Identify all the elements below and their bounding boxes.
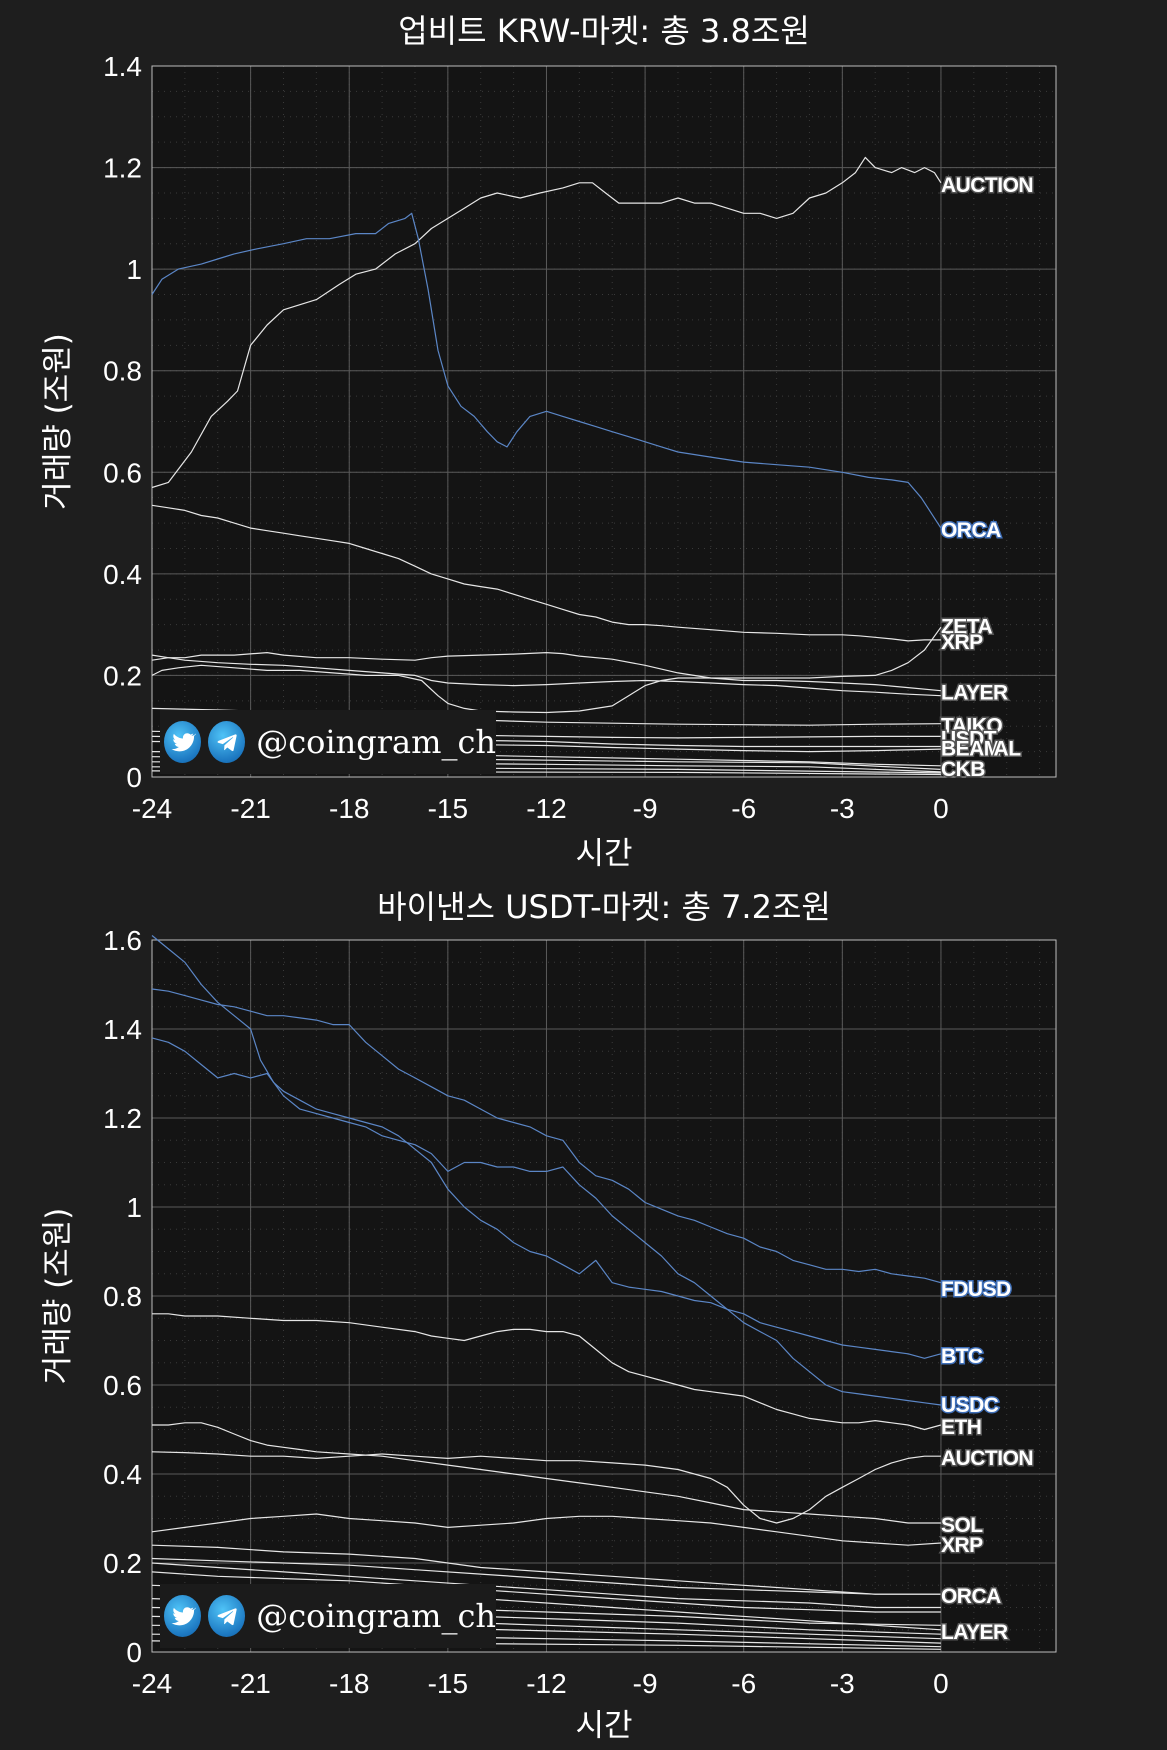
series-line: [151, 652, 941, 692]
x-tick-label: -9: [633, 1668, 658, 1699]
x-tick-label: -24: [132, 793, 172, 824]
series-line: [151, 1451, 941, 1524]
twitter-icon[interactable]: [164, 721, 202, 763]
y-tick-label: 0.6: [103, 457, 142, 488]
twitter-icon[interactable]: [164, 1595, 202, 1637]
chart-title: 바이낸스 USDT-마켓: 총 7.2조원: [377, 888, 831, 926]
series-label: LAYER: [941, 1621, 1008, 1644]
chart-title: 업비트 KRW-마켓: 총 3.8조원: [398, 12, 810, 50]
y-tick-label: 0.6: [103, 1370, 142, 1401]
y-tick-label: 1.4: [103, 1014, 142, 1045]
x-tick-label: -12: [526, 1668, 566, 1699]
watermark-top: @coingram_ch: [160, 710, 496, 774]
series-label: BTC: [941, 1345, 983, 1368]
telegram-icon[interactable]: [208, 721, 246, 763]
watermark-bottom: @coingram_ch: [160, 1584, 496, 1648]
y-tick-label: 0.8: [103, 1281, 142, 1312]
series-label: ZETA: [941, 616, 993, 639]
y-tick-label: 0: [126, 1637, 142, 1668]
series-label: ORCA: [941, 1585, 1001, 1608]
y-tick-label: 0.2: [103, 1548, 142, 1579]
y-tick-label: 0.8: [103, 356, 142, 387]
series-line: [151, 1544, 941, 1595]
y-tick-label: 0.2: [103, 660, 142, 691]
y-tick-label: 1.2: [103, 1103, 142, 1134]
series-line: [151, 626, 942, 714]
series-line: [151, 1557, 941, 1595]
series-label: USDC: [941, 1394, 999, 1417]
y-tick-label: 1.4: [103, 51, 142, 82]
x-tick-label: -3: [830, 793, 855, 824]
series-line: [151, 1562, 941, 1609]
y-tick-label: 0.4: [103, 559, 142, 590]
x-axis-label: 시간: [575, 836, 632, 872]
y-tick-label: 1: [126, 254, 142, 285]
y-tick-label: 0.4: [103, 1459, 142, 1490]
series-label: LAYER: [941, 682, 1008, 705]
x-tick-label: -18: [329, 793, 369, 824]
series-line: [151, 1037, 941, 1406]
watermark-handle[interactable]: @coingram_ch: [256, 723, 496, 761]
series-label: FDUSD: [941, 1278, 1011, 1301]
y-axis-label: 거래량 (조원): [40, 1208, 76, 1385]
upbit-chart-panel: -24 -21 -18 -15 -12 -9 -6 -3 0 0 0.2 0.4 0.6 0.8 1 1.2 1…: [40, 12, 1057, 872]
x-tick-label: 0: [933, 1668, 949, 1699]
y-tick-label: 1.2: [103, 153, 142, 184]
x-tick-label: -15: [428, 1668, 468, 1699]
series-line: [152, 1422, 941, 1524]
series-label: USDT: [941, 727, 997, 750]
axes-frame: [151, 939, 1057, 1653]
series-line: [151, 988, 942, 1284]
x-tick-label: -24: [132, 1668, 172, 1699]
axes-frame: [151, 65, 1057, 778]
series-label: ETH: [941, 1416, 982, 1439]
series-label: XRP: [941, 631, 983, 654]
series-label: ORCA: [941, 519, 1001, 542]
watermark-handle[interactable]: @coingram_ch: [256, 1597, 496, 1635]
y-tick-label: 1.6: [103, 925, 142, 956]
series-label: SOL: [941, 1514, 983, 1537]
series-label: CKB: [941, 758, 985, 781]
x-tick-label: -21: [230, 793, 270, 824]
y-tick-label: 0: [126, 762, 142, 793]
x-tick-label: -6: [731, 1668, 756, 1699]
series-line: [151, 1513, 941, 1546]
telegram-icon[interactable]: [208, 1595, 246, 1637]
x-tick-label: -9: [633, 793, 658, 824]
series-label: AUCTION: [941, 174, 1033, 197]
x-tick-label: -3: [830, 1668, 855, 1699]
x-tick-label: 0: [933, 793, 949, 824]
series-line: [151, 156, 942, 489]
series-label: BEAM: [941, 738, 1001, 761]
x-tick-label: -12: [526, 793, 566, 824]
x-axis-label: 시간: [575, 1708, 632, 1744]
y-axis-label: 거래량 (조원): [40, 333, 76, 510]
x-tick-label: -18: [329, 1668, 369, 1699]
series-line: [151, 654, 941, 697]
series-label: XRP: [941, 1534, 983, 1557]
series-line: [151, 1571, 941, 1613]
x-tick-label: -21: [230, 1668, 270, 1699]
binance-chart-panel: -24 -21 -18 -15 -12 -9 -6 -3 0 0 0.2 0.4 0.6 0.8 1 1.2 1…: [40, 888, 1057, 1744]
x-tick-label: -6: [731, 793, 756, 824]
series-line: [151, 212, 942, 529]
y-tick-label: 1: [126, 1192, 142, 1223]
series-label: AL: [994, 738, 1022, 761]
series-line: [151, 504, 941, 642]
series-label: TAIKO: [941, 715, 1002, 738]
x-tick-label: -15: [428, 793, 468, 824]
series-line: [152, 1313, 942, 1431]
series-label: AUCTION: [941, 1447, 1033, 1470]
